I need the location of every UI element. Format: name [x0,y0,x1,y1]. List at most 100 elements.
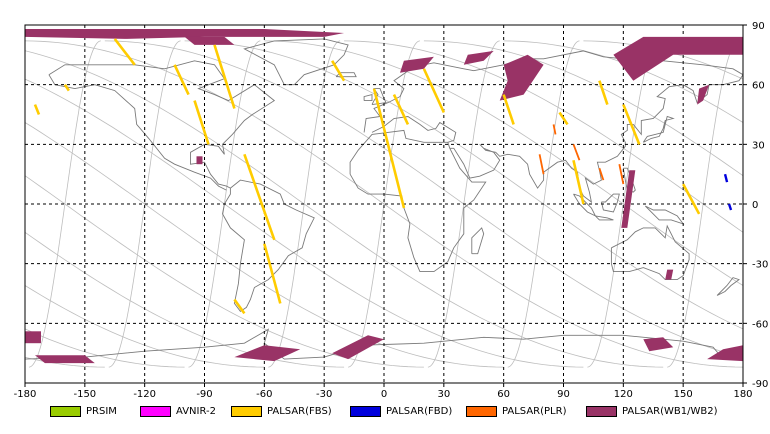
latitude-label: -30 [752,260,768,271]
swath-palsar-wb [196,156,203,165]
swath-palsar-fbs [233,298,246,315]
swath-palsar-fbs [372,88,406,209]
legend-item-palsar-plr: PALSAR(PLR) [466,403,566,419]
longitude-label: 150 [674,389,693,400]
coastline [363,94,373,102]
swath-palsar-wb [613,36,743,81]
swath-palsar-wb [499,54,544,101]
swath-palsar-plr [538,154,545,175]
coastline [371,88,387,106]
coastline [644,205,685,225]
swath-palsar-wb [25,331,41,344]
legend-item-palsar-fbd: PALSAR(FBD) [350,403,452,419]
longitude-label: 0 [381,389,387,400]
longitude-label: -30 [316,389,332,400]
swath-palsar-plr [618,164,625,185]
coastline [349,116,457,175]
swath-palsar-fbs [173,64,190,96]
coastline [48,74,227,191]
latitude-label: 60 [752,81,765,92]
latitude-labels: 90 60 30 0 -30 -60 -90 [743,21,768,390]
swath-palsar-fbs [622,104,641,145]
latitude-label: 0 [752,200,758,211]
swath-palsar-fbs [572,159,585,205]
swath-palsar-fbs [392,94,410,125]
longitude-labels: -180 -150 -120 -90 -60 -30 0 30 60 90 120 150 180 [14,383,753,400]
swath-palsar-fbs [682,183,701,215]
legend-label-prsim: PRSIM [86,405,117,417]
swath-palsar-wb [665,269,674,280]
swath-palsar-fbs [558,111,569,126]
swath-palsar-fbs [63,83,70,92]
swath-palsar-wb [184,36,235,45]
legend-label-palsar-fbd: PALSAR(FBD) [386,405,453,417]
coastline [222,179,315,313]
swath-palsar-fbs [502,94,515,125]
coastline [449,74,744,204]
swath-palsar-fbs [331,60,346,82]
latitude-label: 30 [752,140,765,151]
coastline [243,38,349,86]
coastline [573,193,597,217]
legend-label-palsar-wb: PALSAR(WB1/WB2) [622,405,718,417]
coastline [48,60,276,189]
longitude-label: -180 [14,389,37,400]
swath-palsar-fbs [263,243,282,304]
longitude-label: 180 [733,389,752,400]
coastline [471,227,485,255]
longitude-label: 30 [437,389,450,400]
legend-swatch-prsim [50,405,81,417]
coastline [716,277,740,296]
longitude-label: -150 [73,389,96,400]
swath-palsar-fbs [193,100,210,145]
swath-palsar-wb [35,355,95,364]
swath-palsar-wb [621,170,636,228]
latitude-label: 90 [752,21,765,32]
legend-swatch-avnir2 [140,405,171,417]
legend-swatch-palsar-fbd [350,405,381,417]
latitude-label: -60 [752,319,768,330]
legend-label-palsar-plr: PALSAR(PLR) [502,405,567,417]
swath-palsar-fbs [422,68,446,114]
orbit-track [24,40,504,368]
legend-item-prsim: PRSIM [50,403,117,419]
coastline [642,115,675,143]
longitude-label: 120 [614,389,633,400]
legend-label-avnir2: AVNIR-2 [176,405,216,417]
legend-swatch-palsar-wb [586,405,617,417]
swath-palsar-wb [463,50,494,65]
swath-palsar-fbs [213,44,236,109]
legend-item-avnir2: AVNIR-2 [140,403,216,419]
coastline [349,142,487,273]
legend-swatch-palsar-fbs [231,405,262,417]
legend-item-palsar-fbs: PALSAR(FBS) [231,403,332,419]
legend-item-palsar-wb: PALSAR(WB1/WB2) [586,403,718,419]
swath-palsar-plr [572,144,581,161]
swath-palsar-fbd [727,203,733,211]
latitude-label: -90 [752,379,768,390]
longitude-label: 90 [557,389,570,400]
swath-palsar-plr [552,124,557,135]
coastline [610,224,690,281]
longitude-label: -90 [196,389,212,400]
orbit-track [268,40,341,368]
swath-palsar-fbs [33,104,41,115]
longitude-label: -60 [256,389,272,400]
orbit-track [108,40,181,368]
legend-swatch-palsar-plr [466,405,497,417]
coastline [600,193,620,213]
orbit-track [28,40,101,368]
swath-palsar-fbs [113,38,136,66]
swath-palsar-plr [598,167,605,181]
swath-palsar-fbs [598,80,609,105]
coastline [622,167,636,193]
legend-label-palsar-fbs: PALSAR(FBS) [267,405,332,417]
observation-swaths [25,29,743,364]
orbit-tracks [24,40,744,368]
orbit-track [587,40,660,368]
legend: PRSIM AVNIR-2 PALSAR(FBS) PALSAR(FBD) PA… [0,401,770,423]
swath-palsar-fbd [723,173,729,183]
swath-palsar-wb [707,345,743,362]
